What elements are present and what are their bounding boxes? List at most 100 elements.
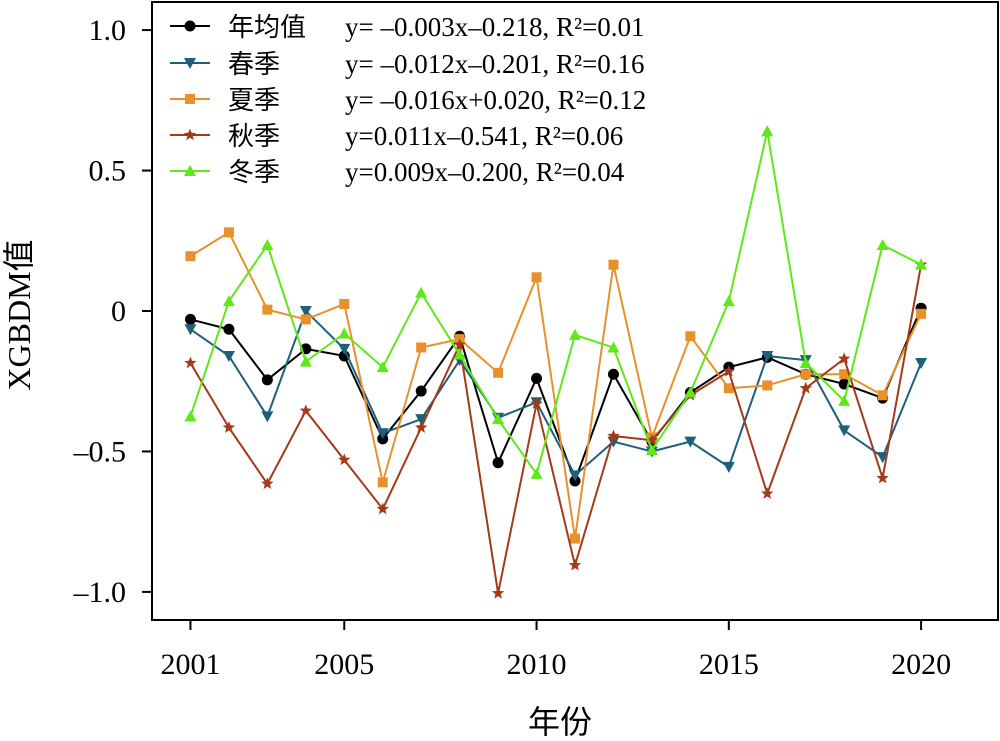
data-point — [184, 356, 197, 369]
x-tick-label: 2005 — [314, 648, 374, 681]
y-tick-label: 0 — [111, 295, 126, 328]
y-tick-label: –1.0 — [73, 576, 127, 609]
x-tick-label: 2020 — [891, 648, 951, 681]
data-point — [915, 357, 928, 369]
x-tick-label: 2001 — [160, 648, 220, 681]
legend: 年均值 y= –0.003x–0.218, R²=0.01 春季 y= –0.012x… — [170, 12, 646, 188]
data-point — [376, 361, 389, 373]
legend-equation: y= –0.003x–0.218, R²=0.01 — [345, 12, 645, 42]
data-point — [722, 295, 735, 307]
data-point — [222, 350, 235, 362]
data-point — [570, 533, 580, 544]
data-point — [415, 421, 428, 433]
axis-ticks: 2001 2005 2010 2015 2020 1.0 0.5 0 –0.5 –1.0 — [73, 14, 952, 681]
data-point — [184, 410, 197, 422]
data-point — [530, 467, 543, 479]
data-point — [838, 352, 851, 365]
legend-equation: y= –0.012x–0.201, R²=0.16 — [345, 49, 645, 79]
data-point — [839, 369, 850, 380]
data-point — [338, 453, 351, 466]
y-tick-label: 0.5 — [89, 155, 127, 188]
x-tick-label: 2010 — [507, 648, 567, 681]
data-point — [415, 286, 428, 298]
data-point — [877, 390, 888, 401]
data-point — [261, 411, 274, 423]
data-point — [299, 404, 312, 416]
legend-label: 年均值 — [228, 13, 306, 43]
data-point — [530, 397, 543, 409]
data-point — [376, 428, 389, 440]
series-2 — [185, 227, 927, 544]
legend-label: 春季 — [228, 50, 280, 80]
data-point — [223, 227, 234, 238]
data-point — [184, 324, 197, 336]
legend-label: 夏季 — [228, 86, 280, 116]
data-point — [723, 383, 734, 394]
data-point — [685, 331, 696, 342]
data-point — [838, 394, 851, 406]
data-point — [762, 380, 773, 391]
legend-marker — [185, 94, 195, 104]
legend-item: 春季 y= –0.012x–0.201, R²=0.16 — [170, 49, 645, 80]
legend-marker — [184, 58, 196, 69]
series-line — [190, 307, 923, 484]
data-point — [761, 350, 774, 362]
data-point — [493, 367, 504, 378]
data-point — [722, 461, 735, 473]
data-point — [222, 421, 236, 433]
data-point — [876, 238, 889, 250]
data-point — [684, 436, 697, 448]
data-point — [492, 457, 504, 469]
data-point — [261, 374, 273, 386]
data-point — [800, 369, 811, 380]
data-point — [876, 452, 889, 464]
data-point — [876, 471, 889, 484]
data-point — [300, 314, 311, 325]
data-point — [299, 306, 312, 317]
data-point — [262, 304, 273, 315]
data-point — [453, 348, 466, 360]
series-line — [189, 230, 922, 539]
legend-item: 夏季 y= –0.016x+0.020, R²=0.12 — [170, 85, 646, 116]
legend-item: 冬季 y=0.009x–0.200, R²=0.04 — [170, 157, 625, 188]
y-tick-label: –0.5 — [73, 435, 127, 468]
data-point — [722, 364, 735, 377]
series-line — [189, 130, 922, 477]
y-axis-title: XGBDM值 — [1, 239, 37, 390]
legend-label: 秋季 — [228, 122, 280, 152]
data-point — [684, 386, 697, 398]
series-4 — [184, 125, 928, 479]
legend-marker — [183, 128, 197, 141]
data-point — [799, 381, 812, 394]
data-point — [492, 413, 505, 425]
data-point — [531, 372, 543, 384]
data-point — [223, 323, 235, 335]
data-point — [299, 355, 312, 367]
data-point — [608, 259, 619, 270]
data-point — [415, 385, 427, 397]
data-point — [222, 295, 235, 307]
legend-marker — [184, 20, 196, 32]
data-point — [339, 298, 350, 309]
series-line — [189, 309, 923, 477]
data-point — [415, 414, 428, 426]
data-point — [184, 313, 196, 325]
data-point — [261, 238, 274, 250]
data-point — [607, 368, 619, 380]
data-point — [915, 258, 928, 270]
data-point — [569, 470, 581, 482]
data-point — [916, 308, 927, 319]
data-point — [645, 444, 658, 456]
data-point — [338, 343, 351, 355]
data-point — [491, 586, 505, 599]
y-tick-label: 1.0 — [89, 14, 127, 47]
legend-item: 年均值 y= –0.003x–0.218, R²=0.01 — [170, 12, 645, 43]
x-axis-title: 年份 — [528, 704, 592, 740]
legend-equation: y=0.009x–0.200, R²=0.04 — [345, 157, 625, 187]
x-tick-label: 2015 — [699, 648, 759, 681]
data-point — [607, 429, 620, 442]
data-point — [338, 327, 351, 339]
legend-equation: y= –0.016x+0.020, R²=0.12 — [345, 85, 646, 115]
legend-marker — [184, 165, 196, 176]
